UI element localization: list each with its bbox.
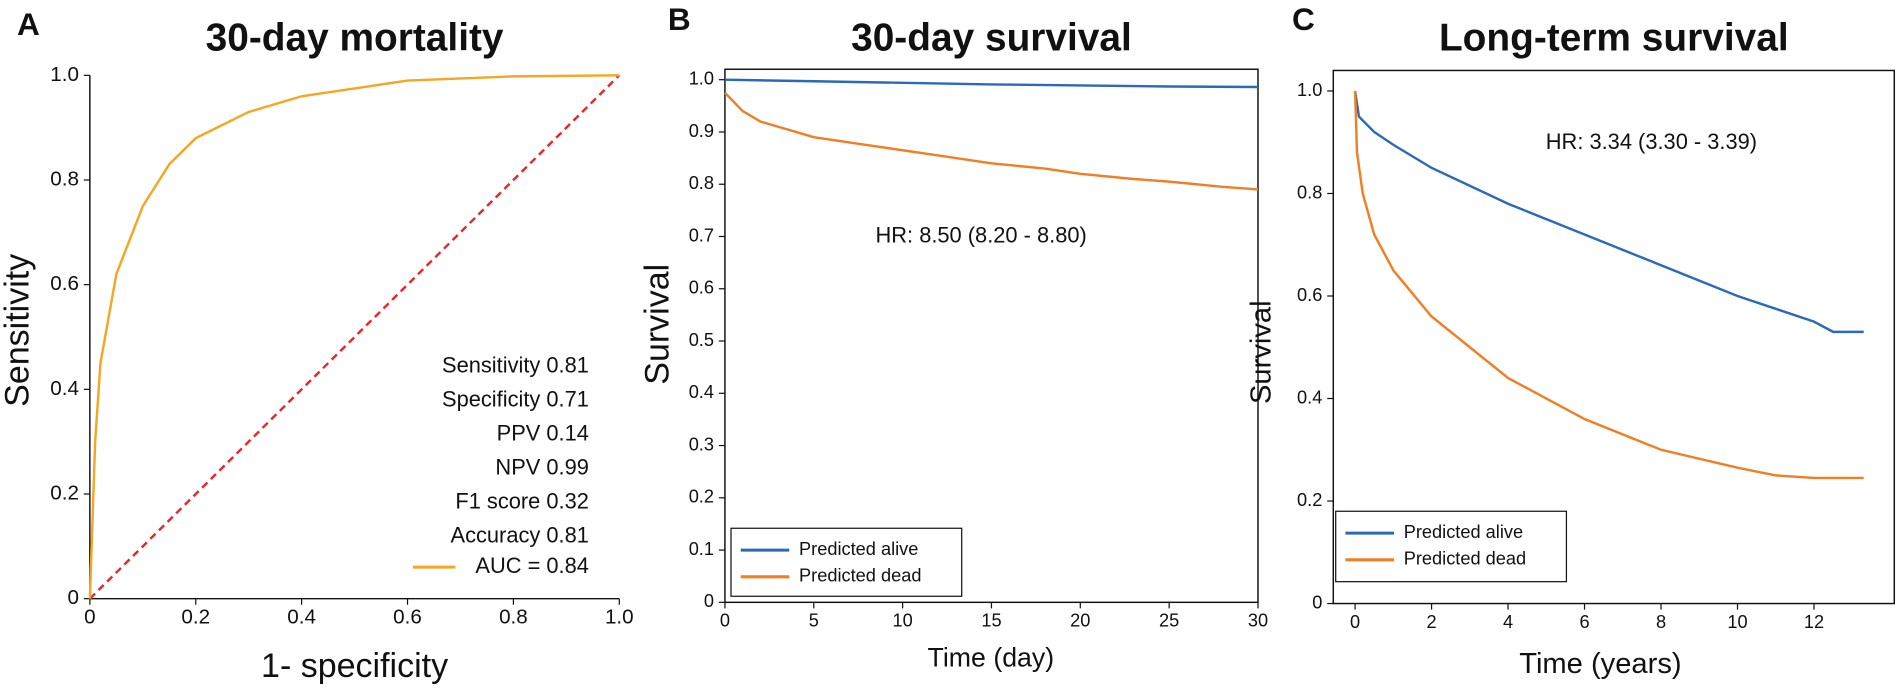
annotation: HR: 8.50 (8.20 - 8.80) xyxy=(876,223,1087,248)
x-tick-label: 0 xyxy=(1350,612,1360,632)
legend-label: Predicted dead xyxy=(1404,549,1526,569)
y-tick-label: 0.2 xyxy=(689,487,714,507)
y-tick-label: 0.8 xyxy=(1297,182,1322,202)
x-tick-label: 0.8 xyxy=(499,606,528,629)
y-axis-label: Survival xyxy=(1246,300,1278,404)
series-line xyxy=(724,91,1259,191)
x-axis-label: Time (years) xyxy=(1519,648,1681,680)
x-tick-label: 0.6 xyxy=(393,606,422,629)
y-tick-label: 0.8 xyxy=(50,167,79,190)
x-tick-label: 1.0 xyxy=(605,606,634,629)
legend-label: Predicted alive xyxy=(799,539,918,559)
legend-box xyxy=(730,527,963,597)
y-tick-label: 0 xyxy=(704,591,714,611)
x-tick-label: 8 xyxy=(1656,612,1666,632)
y-tick-label: 0.1 xyxy=(689,539,714,559)
annotation: HR: 3.34 (3.30 - 3.39) xyxy=(1546,129,1757,154)
legend-label: Predicted dead xyxy=(799,566,921,586)
annotation: F1 score 0.32 xyxy=(455,489,589,514)
series-line xyxy=(88,74,620,599)
plot-frame xyxy=(1332,69,1896,605)
annotation: NPV 0.99 xyxy=(495,455,588,480)
legend-box xyxy=(1335,510,1568,583)
x-tick-label: 2 xyxy=(1427,612,1437,632)
y-tick-label: 0.2 xyxy=(50,481,79,504)
y-tick-label: 0.8 xyxy=(689,173,714,193)
series-line xyxy=(724,78,1259,89)
x-tick-label: 0.4 xyxy=(287,606,316,629)
x-tick-label: 10 xyxy=(892,611,912,631)
chart-title: Long-term survival xyxy=(1439,16,1789,59)
y-tick-label: 0.4 xyxy=(1297,387,1322,407)
legend-label: Predicted alive xyxy=(1404,522,1523,542)
y-tick-label: 0.6 xyxy=(1297,285,1322,305)
x-tick-label: 4 xyxy=(1503,612,1513,632)
y-tick-label: 1.0 xyxy=(689,69,714,89)
x-axis-label: 1- specificity xyxy=(261,647,448,685)
y-axis-label: Survival xyxy=(638,264,676,385)
y-tick-label: 0.3 xyxy=(689,434,714,454)
y-tick-label: 0.6 xyxy=(50,272,79,295)
annotation: Sensitivity 0.81 xyxy=(442,353,589,378)
x-tick-label: 30 xyxy=(1248,611,1268,631)
y-tick-label: 0 xyxy=(1312,592,1322,612)
x-axis-label: Time (day) xyxy=(928,642,1055,672)
panel-letter: A xyxy=(17,6,40,42)
y-tick-label: 0.4 xyxy=(50,377,79,400)
x-tick-label: 0 xyxy=(720,611,730,631)
reference-line xyxy=(89,74,621,600)
x-tick-label: 0 xyxy=(84,606,95,629)
x-tick-label: 15 xyxy=(981,611,1001,631)
legend-label: AUC = 0.84 xyxy=(475,553,589,578)
y-tick-label: 1.0 xyxy=(50,63,79,86)
y-tick-label: 0.2 xyxy=(1297,490,1322,510)
x-tick-label: 6 xyxy=(1579,612,1589,632)
y-tick-label: 0.5 xyxy=(689,330,714,350)
y-tick-label: 0.4 xyxy=(689,382,714,402)
series-line xyxy=(1353,90,1864,334)
x-tick-label: 0.2 xyxy=(181,606,210,629)
chart-title: 30-day survival xyxy=(851,16,1132,59)
x-tick-label: 25 xyxy=(1159,611,1179,631)
y-axis-label: Sensitivity xyxy=(0,254,36,407)
plot-frame xyxy=(724,68,1259,604)
annotation: Accuracy 0.81 xyxy=(451,523,589,548)
y-tick-label: 0 xyxy=(67,586,78,609)
panel-letter: C xyxy=(1292,1,1315,37)
x-tick-label: 12 xyxy=(1804,612,1824,632)
y-tick-label: 0.6 xyxy=(689,278,714,298)
annotation: Specificity 0.71 xyxy=(442,387,589,412)
annotation: PPV 0.14 xyxy=(497,421,589,446)
x-tick-label: 5 xyxy=(809,611,819,631)
y-tick-label: 0.7 xyxy=(689,225,714,245)
chart-title: 30-day mortality xyxy=(206,16,504,59)
panel-letter: B xyxy=(668,1,691,37)
x-tick-label: 10 xyxy=(1727,612,1747,632)
x-tick-label: 20 xyxy=(1070,611,1090,631)
series-line xyxy=(1353,90,1864,480)
y-tick-label: 0.9 xyxy=(689,121,714,141)
y-tick-label: 1.0 xyxy=(1297,80,1322,100)
